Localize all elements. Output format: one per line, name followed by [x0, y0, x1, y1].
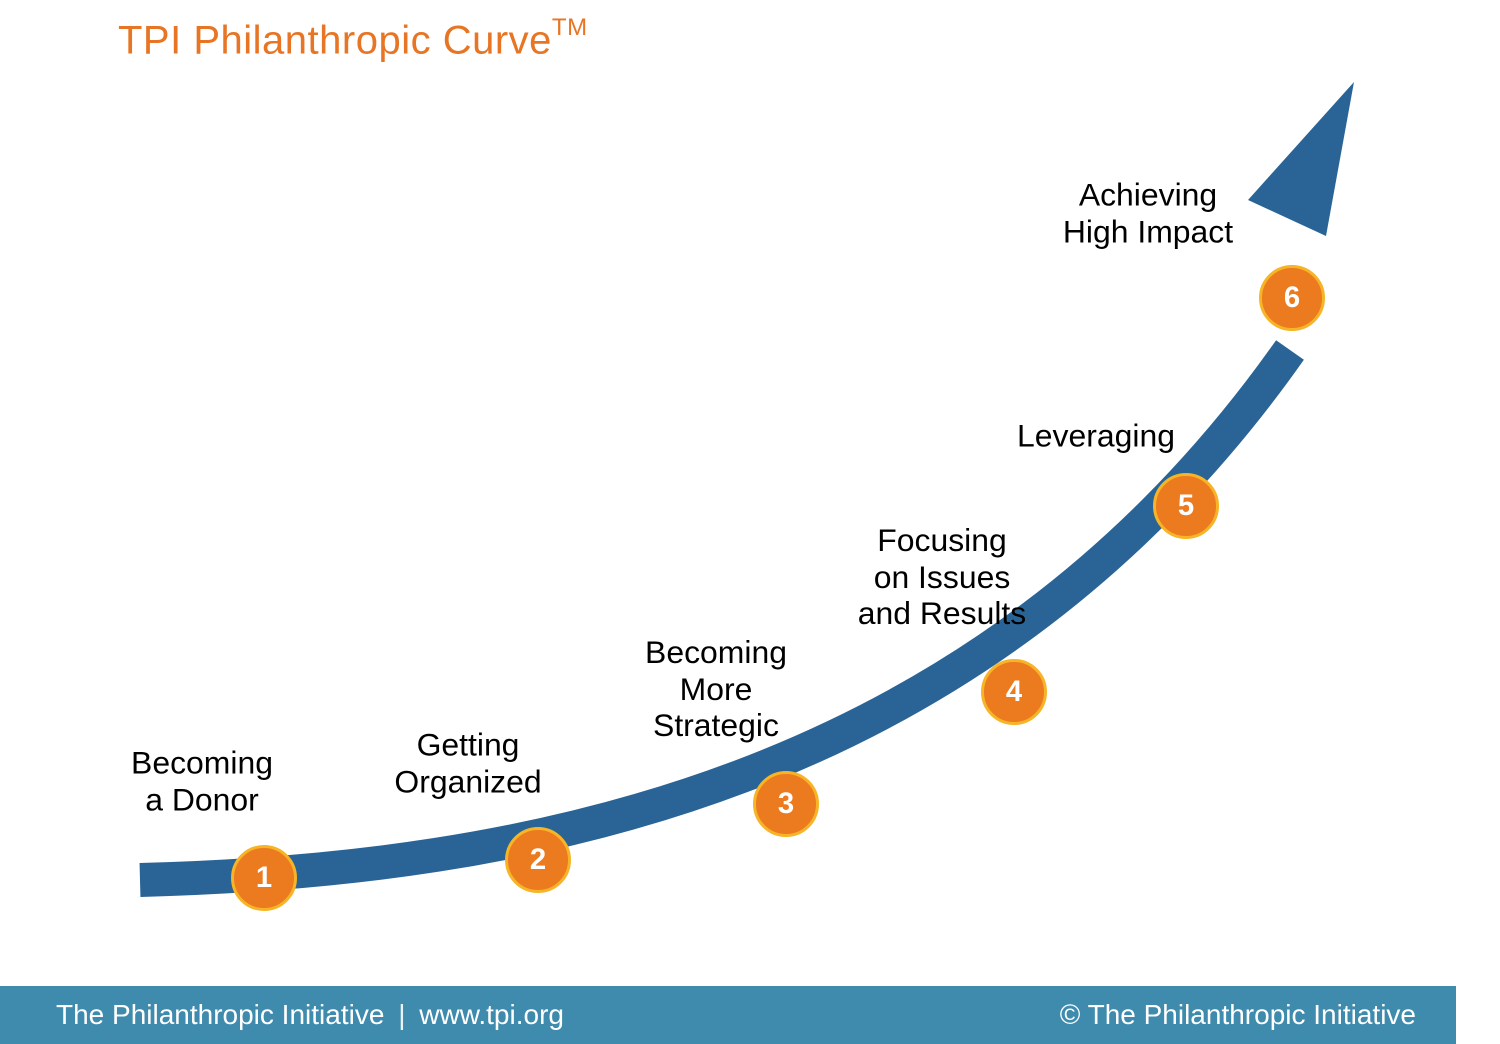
curve-node-label-1: Becoming a Donor	[131, 745, 273, 818]
footer-org: The Philanthropic Initiative	[56, 999, 384, 1030]
curve-node-6: 6	[1259, 265, 1325, 331]
curve-node-1: 1	[231, 845, 297, 911]
curve-node-label-5: Leveraging	[1017, 417, 1175, 454]
curve-node-number: 2	[530, 844, 546, 877]
curve-node-2: 2	[505, 827, 571, 893]
curve-node-3: 3	[753, 771, 819, 837]
curve-node-label-6: Achieving High Impact	[1063, 177, 1233, 250]
curve-stage	[0, 0, 1500, 970]
curve-node-number: 6	[1284, 282, 1300, 315]
curve-node-number: 5	[1178, 490, 1194, 523]
footer-bar: The Philanthropic Initiative | www.tpi.o…	[0, 986, 1456, 1044]
curve-node-number: 4	[1006, 676, 1022, 709]
curve-arrowhead	[1248, 82, 1354, 236]
curve-node-label-2: Getting Organized	[394, 727, 541, 800]
footer-copyright: © The Philanthropic Initiative	[1060, 999, 1416, 1031]
footer-left: The Philanthropic Initiative | www.tpi.o…	[56, 999, 564, 1031]
curve-node-label-3: Becoming More Strategic	[645, 634, 787, 744]
footer-separator: |	[398, 999, 405, 1030]
curve-node-5: 5	[1153, 473, 1219, 539]
curve-node-number: 1	[256, 862, 272, 895]
curve-node-label-4: Focusing on Issues and Results	[858, 522, 1027, 632]
curve-node-number: 3	[778, 788, 794, 821]
footer-url: www.tpi.org	[419, 999, 564, 1030]
curve-node-4: 4	[981, 659, 1047, 725]
